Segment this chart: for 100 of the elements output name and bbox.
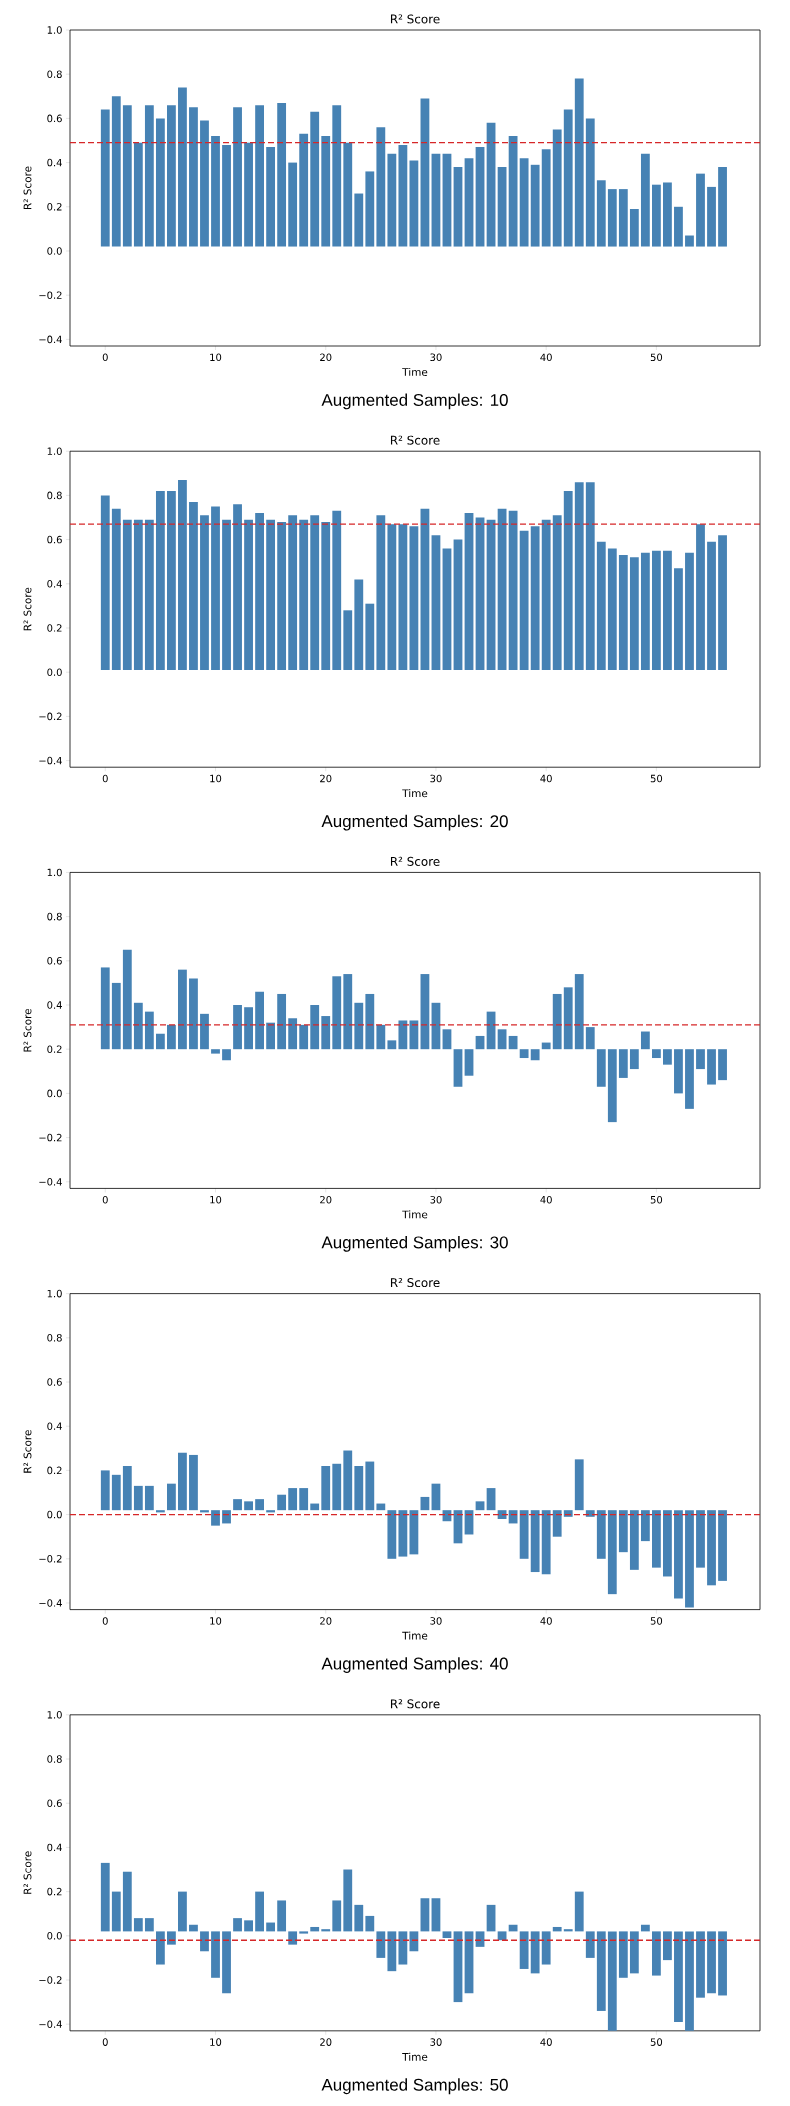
bar [629,1049,639,1070]
bar [475,1501,485,1511]
bar [100,109,110,247]
bar [343,610,353,670]
y-tick-label: 0.0 [47,247,62,255]
bar [453,539,463,670]
bar [409,1510,419,1555]
bar [244,1007,253,1050]
bar [640,1924,650,1932]
bar [618,1931,628,1978]
bar [475,147,485,247]
bar [387,524,397,670]
bar [277,1900,287,1932]
x-tick-label: 20 [320,1195,332,1204]
bar [674,206,683,247]
bar [288,1018,298,1050]
x-tick-label: 20 [320,2038,332,2046]
bar [354,1904,364,1932]
bar [508,1035,518,1050]
bar [707,1510,716,1586]
y-tick-label: 0.4 [47,158,62,167]
bar [233,1005,242,1050]
chart-title: R² Score [390,856,440,866]
bar [442,1029,452,1050]
bar [277,1494,287,1511]
x-tick-label: 40 [540,1617,552,1625]
bar [398,524,408,670]
bar [464,1931,474,1994]
bar [332,1463,342,1511]
bar [354,193,364,247]
bar [663,1510,672,1577]
bar [674,1510,683,1599]
bar [376,515,386,670]
bar [453,167,463,247]
bar [222,144,231,247]
bar [574,1891,584,1932]
y-tick-label: 1.0 [47,26,62,34]
bar [266,519,276,670]
x-tick-label: 50 [650,1195,663,1204]
bar [365,171,375,247]
text: Augmented Samples: 50 [321,2078,508,2095]
bar [144,519,154,670]
bar [365,993,375,1050]
bar [685,1049,694,1109]
y-tick-label: 0.4 [47,580,62,588]
x-tick-label: 40 [540,353,552,362]
bar [233,107,242,247]
x-tick-label: 10 [210,1617,222,1625]
bar [685,1931,694,2031]
bar [453,1931,463,2003]
bar [288,162,298,247]
bar [718,1931,727,1996]
bar [387,1040,397,1050]
bar [629,1510,639,1570]
bar [321,136,331,247]
bar [718,1510,727,1581]
bar [552,1926,562,1932]
bar [255,513,264,670]
bar [464,1049,474,1076]
y-tick-label: −0.2 [39,1133,62,1142]
y-tick-label: 1.0 [47,1711,62,1719]
bar [244,142,253,247]
bar [200,120,209,247]
bar [376,1503,386,1511]
x-tick-label: 30 [430,1195,442,1204]
bar [596,1510,606,1559]
bar [299,1488,309,1511]
x-tick-label: 0 [102,2038,108,2046]
bar [552,129,562,247]
bar [574,1459,584,1511]
bar [707,1931,716,1994]
x-tick-label: 50 [650,2038,663,2046]
bar [519,1931,529,1969]
bar [420,1898,430,1932]
x-tick-label: 30 [430,353,442,362]
x-tick-label: 30 [430,1617,442,1625]
bar [685,552,694,670]
y-tick-label: −0.4 [39,2020,62,2028]
bar [365,1915,375,1932]
bar [640,1031,650,1050]
x-tick-label: 40 [540,2038,552,2046]
bar [475,1931,485,1947]
bar [607,189,617,247]
x-axis-title: Time [402,789,428,798]
bar [222,1931,231,1994]
bar [596,1931,606,2011]
bar [321,1929,331,1932]
y-tick-label: 0.0 [47,1089,62,1098]
bar [409,526,419,670]
y-axis-title: R² Score [23,1430,32,1473]
bar [189,978,198,1050]
text: Augmented Samples: 10 [321,393,508,410]
bar [409,1020,419,1050]
bar [585,1931,595,1958]
x-axis-title: Time [402,2052,428,2061]
bar [111,96,121,247]
bar [155,1033,165,1050]
bar [288,1931,298,1945]
bar [244,1920,253,1932]
bar [651,550,661,670]
